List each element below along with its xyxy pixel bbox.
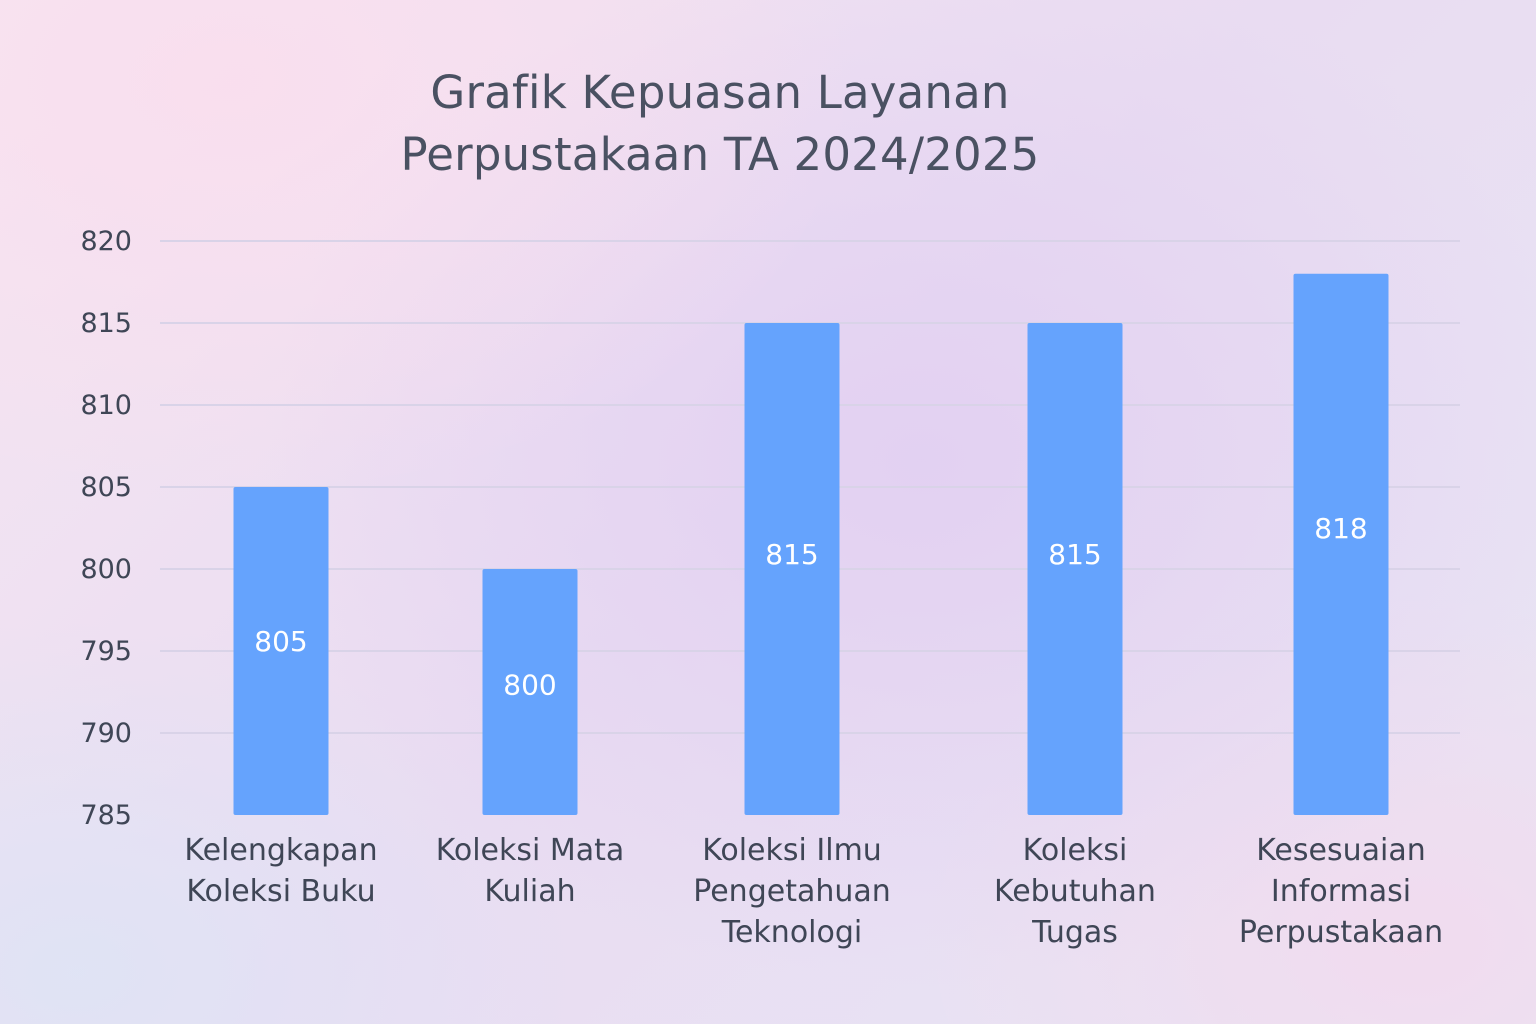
y-tick-label: 795 bbox=[80, 636, 132, 667]
bar-value-label: 805 bbox=[254, 625, 307, 658]
x-category-label: Koleksi Ilmu bbox=[702, 833, 882, 868]
chart-title-line-2: Perpustakaan TA 2024/2025 bbox=[400, 128, 1040, 181]
bar bbox=[1293, 273, 1389, 815]
x-category-label: Informasi bbox=[1271, 874, 1411, 909]
y-tick-label: 815 bbox=[80, 308, 132, 339]
bar bbox=[1027, 323, 1123, 815]
y-tick-label: 810 bbox=[80, 390, 132, 421]
x-category-label: Perpustakaan bbox=[1239, 915, 1443, 950]
x-category-label: Kebutuhan bbox=[994, 874, 1156, 909]
bar-value-label: 815 bbox=[1048, 538, 1101, 571]
x-category-label: Kelengkapan bbox=[184, 833, 377, 868]
x-category-label: Kesesuaian bbox=[1256, 833, 1425, 868]
x-category-label: Koleksi Mata bbox=[436, 833, 625, 868]
y-tick-label: 785 bbox=[80, 800, 132, 831]
bar bbox=[233, 487, 329, 815]
y-tick-label: 805 bbox=[80, 472, 132, 503]
x-category-label: Pengetahuan bbox=[693, 874, 891, 909]
x-category-label: Koleksi bbox=[1023, 833, 1128, 868]
bar-value-label: 818 bbox=[1314, 512, 1367, 545]
y-tick-label: 790 bbox=[80, 718, 132, 749]
x-category-label: Kuliah bbox=[484, 874, 575, 909]
x-category-label: Tugas bbox=[1031, 915, 1118, 950]
bar bbox=[482, 569, 578, 815]
bar bbox=[744, 323, 840, 815]
bar-value-label: 815 bbox=[765, 538, 818, 571]
x-category-label: Koleksi Buku bbox=[186, 874, 375, 909]
y-tick-label: 820 bbox=[80, 226, 132, 257]
x-category-label: Teknologi bbox=[721, 915, 863, 950]
chart-title-line-1: Grafik Kepuasan Layanan bbox=[430, 66, 1010, 119]
bar-value-label: 800 bbox=[503, 669, 556, 702]
chart-title: Grafik Kepuasan Layanan Perpustakaan TA … bbox=[330, 62, 1110, 186]
y-tick-label: 800 bbox=[80, 554, 132, 585]
